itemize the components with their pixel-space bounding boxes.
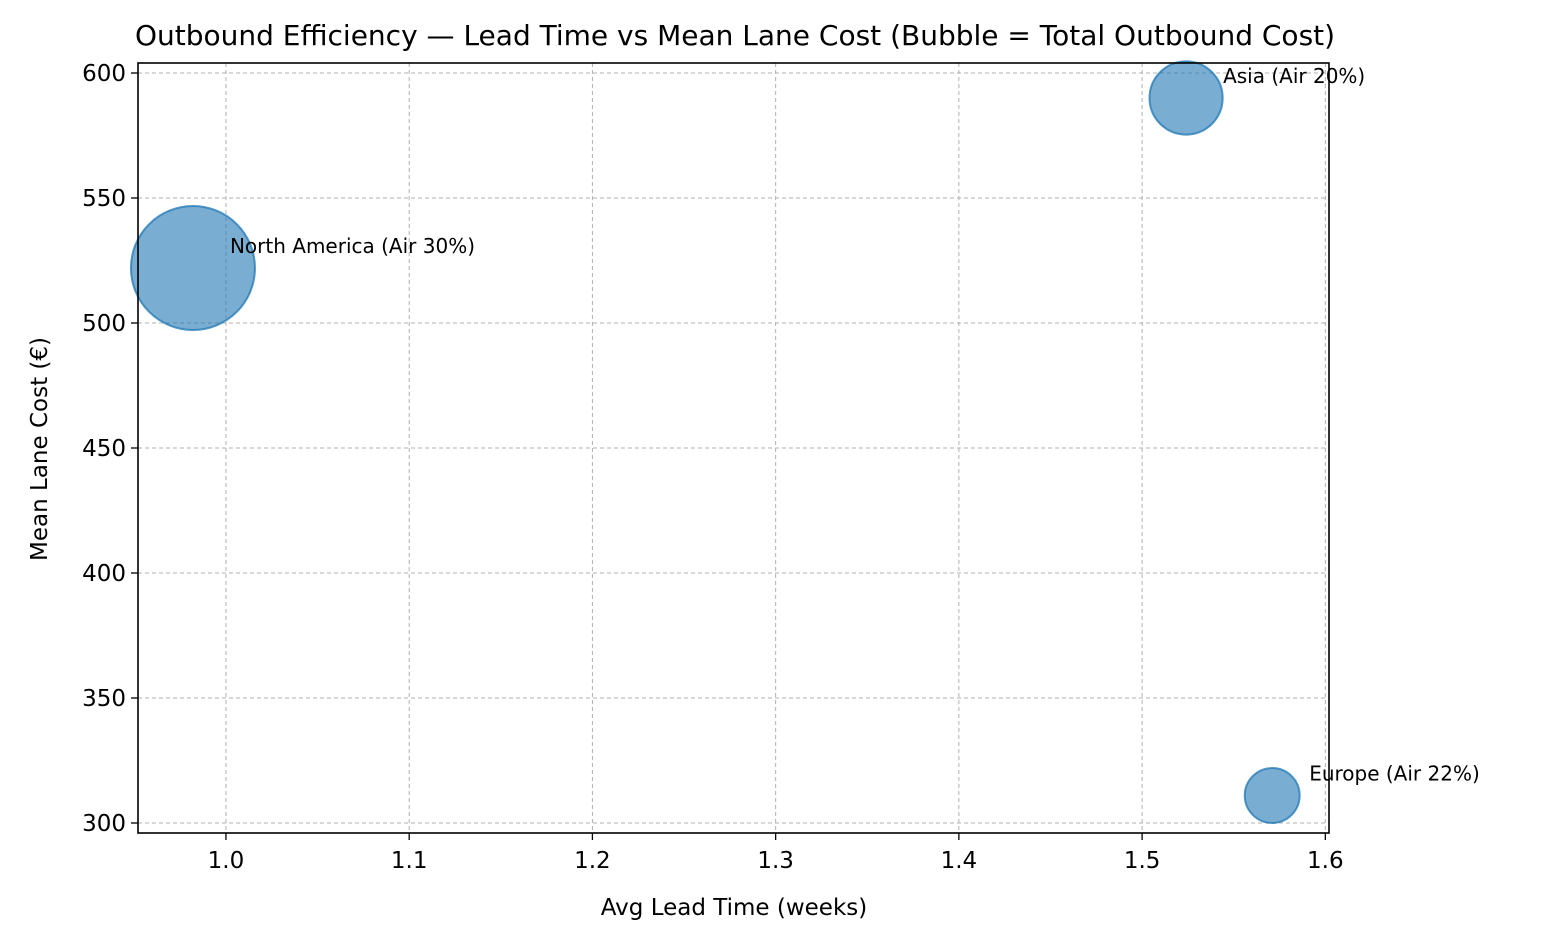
y-axis-label: Mean Lane Cost (€) <box>27 337 53 561</box>
x-tick-label: 1.1 <box>391 848 428 874</box>
x-tick-label: 1.3 <box>757 848 794 874</box>
grid-layer <box>138 63 1329 833</box>
y-tick-label: 600 <box>82 61 126 87</box>
y-tick-label: 550 <box>82 186 126 212</box>
x-tick-label: 1.4 <box>941 848 978 874</box>
annotation-layer: North America (Air 30%) Asia (Air 20%) Eur… <box>230 64 1480 786</box>
x-tick-label: 1.6 <box>1307 848 1344 874</box>
y-tick-label: 450 <box>82 436 126 462</box>
bubble-point <box>129 205 256 331</box>
bubble-label: Asia (Air 20%) <box>1223 64 1365 88</box>
bubble-layer <box>129 60 1301 824</box>
bubble-label: North America (Air 30%) <box>230 234 475 258</box>
y-tick-label: 350 <box>82 686 126 712</box>
x-tick-label: 1.2 <box>574 848 611 874</box>
y-tick-label: 300 <box>82 811 126 837</box>
tick-layer: 1.0 1.1 1.2 1.3 1.4 1.5 1.6 300 350 400 450 500 550 6… <box>82 61 1344 874</box>
x-tick-label: 1.5 <box>1124 848 1161 874</box>
bubble-label: Europe (Air 22%) <box>1309 762 1480 786</box>
bubble-point <box>1243 767 1301 824</box>
x-axis-label: Avg Lead Time (weeks) <box>601 895 867 921</box>
x-tick-label: 1.0 <box>208 848 245 874</box>
y-tick-label: 400 <box>82 561 126 587</box>
bubble-point <box>1148 60 1224 136</box>
chart-title: Outbound Efficiency — Lead Time vs Mean … <box>135 19 1335 52</box>
y-tick-label: 500 <box>82 311 126 337</box>
